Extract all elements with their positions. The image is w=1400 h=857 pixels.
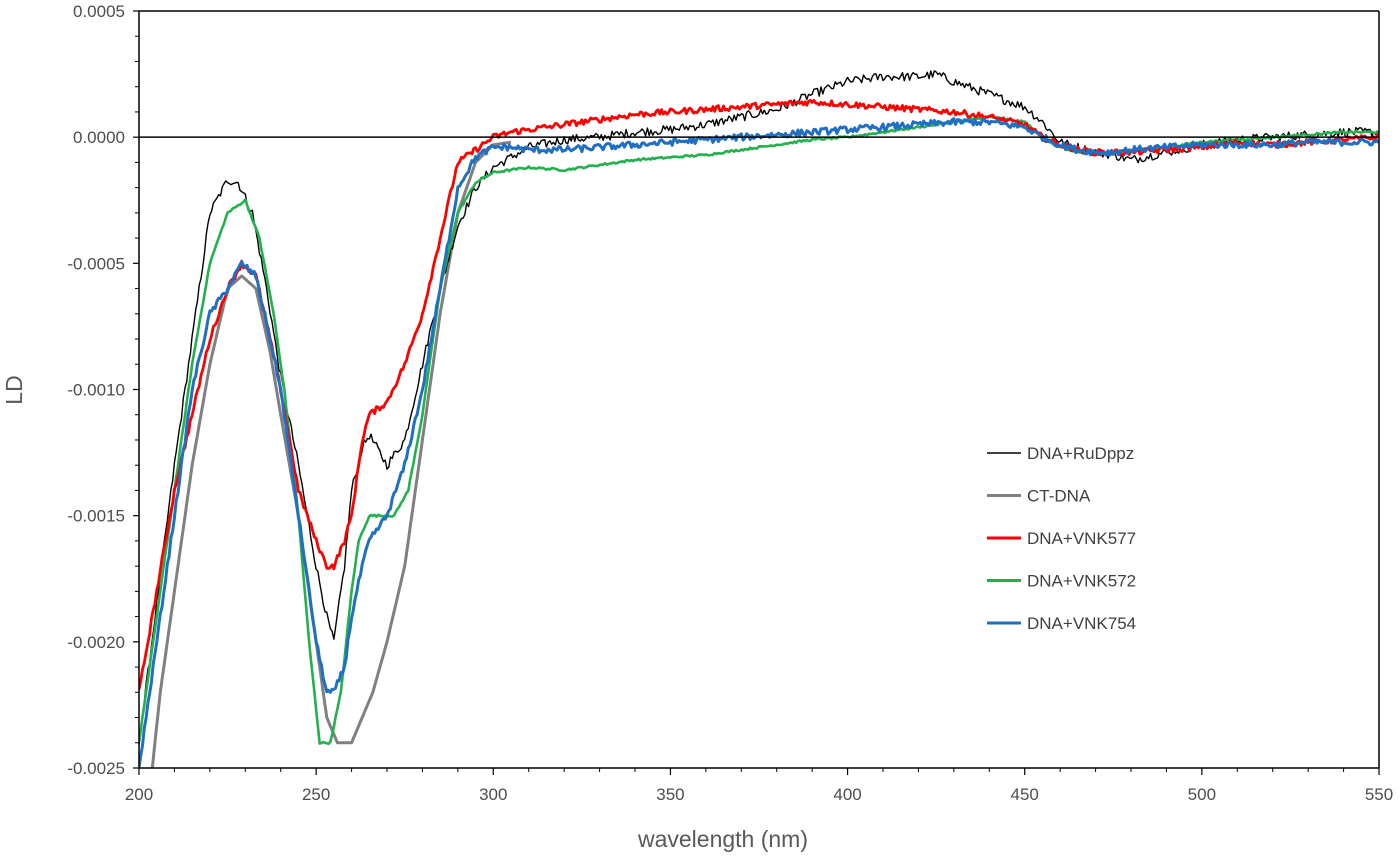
series-lines	[139, 70, 1379, 768]
series-line-dna-vnk572	[139, 115, 1379, 746]
x-axis-title: wavelength (nm)	[637, 826, 808, 852]
y-tick-label: -0.0020	[67, 633, 125, 652]
axes	[138, 10, 1380, 769]
x-tick-label: 350	[656, 785, 684, 804]
y-axis-ticks: 0.0005 0.0000 -0.0005 -0.0010 -0.0015 -0.0020…	[67, 2, 139, 778]
legend-label: DNA+VNK577	[1027, 529, 1136, 548]
x-tick-label: 300	[479, 785, 507, 804]
legend: DNA+RuDppz CT-DNA DNA+VNK577 DNA+VNK572 DNA+…	[987, 444, 1136, 633]
y-tick-label: -0.0005	[67, 254, 125, 273]
series-line-dna-vnk754	[139, 117, 1379, 768]
y-tick-label: -0.0025	[67, 759, 125, 778]
y-tick-label: -0.0015	[67, 507, 125, 526]
x-tick-label: 500	[1188, 785, 1216, 804]
legend-label: DNA+VNK572	[1027, 572, 1136, 591]
series-line-dna-vnk577	[139, 98, 1379, 690]
y-tick-label: 0.0005	[73, 2, 125, 21]
y-tick-label: 0.0000	[73, 128, 125, 147]
legend-label: DNA+RuDppz	[1027, 444, 1134, 463]
series-line-ct-dna	[150, 140, 512, 768]
series-line-dna-rudppz	[139, 70, 1379, 746]
x-tick-label: 250	[302, 785, 330, 804]
x-axis-ticks: 200 250 300 350 400 450 500 550	[125, 768, 1393, 804]
x-tick-label: 400	[833, 785, 861, 804]
y-tick-label: -0.0010	[67, 381, 125, 400]
x-tick-label: 550	[1365, 785, 1393, 804]
x-tick-label: 200	[125, 785, 153, 804]
x-tick-label: 450	[1011, 785, 1039, 804]
y-axis-title: LD	[1, 375, 27, 404]
legend-label: CT-DNA	[1027, 487, 1091, 506]
legend-label: DNA+VNK754	[1027, 614, 1136, 633]
